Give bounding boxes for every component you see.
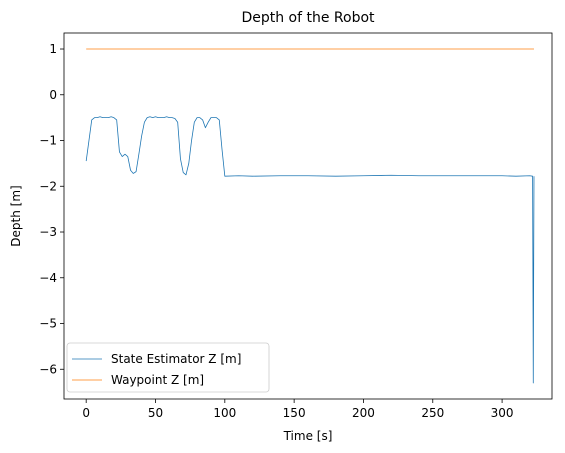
y-tick-label: 0 xyxy=(49,88,57,102)
legend: State Estimator Z [m] Waypoint Z [m] xyxy=(67,343,269,392)
y-tick-label: −6 xyxy=(39,362,57,376)
x-tick-label: 0 xyxy=(82,406,90,420)
x-tick-label: 150 xyxy=(283,406,306,420)
y-tick-label: 1 xyxy=(49,42,57,56)
y-tick-label: −3 xyxy=(39,225,57,239)
legend-label-waypoint: Waypoint Z [m] xyxy=(111,373,204,387)
y-tick-label: −2 xyxy=(39,179,57,193)
y-axis-label: Depth [m] xyxy=(9,185,23,246)
y-tick-label: −4 xyxy=(39,271,57,285)
y-tick-label: −5 xyxy=(39,317,57,331)
y-tick-label: −1 xyxy=(39,134,57,148)
chart-title: Depth of the Robot xyxy=(241,10,375,26)
x-tick-label: 50 xyxy=(148,406,163,420)
x-tick-label: 250 xyxy=(421,406,444,420)
x-axis: 0 50 100 150 200 250 300 xyxy=(82,399,513,420)
x-tick-label: 300 xyxy=(491,406,514,420)
x-tick-label: 200 xyxy=(352,406,375,420)
x-tick-label: 100 xyxy=(213,406,236,420)
plot-area xyxy=(86,49,534,383)
y-axis: 1 0 −1 −2 −3 −4 −5 −6 xyxy=(39,42,64,376)
legend-label-state-estimator: State Estimator Z [m] xyxy=(111,352,241,366)
x-axis-label: Time [s] xyxy=(283,429,333,443)
